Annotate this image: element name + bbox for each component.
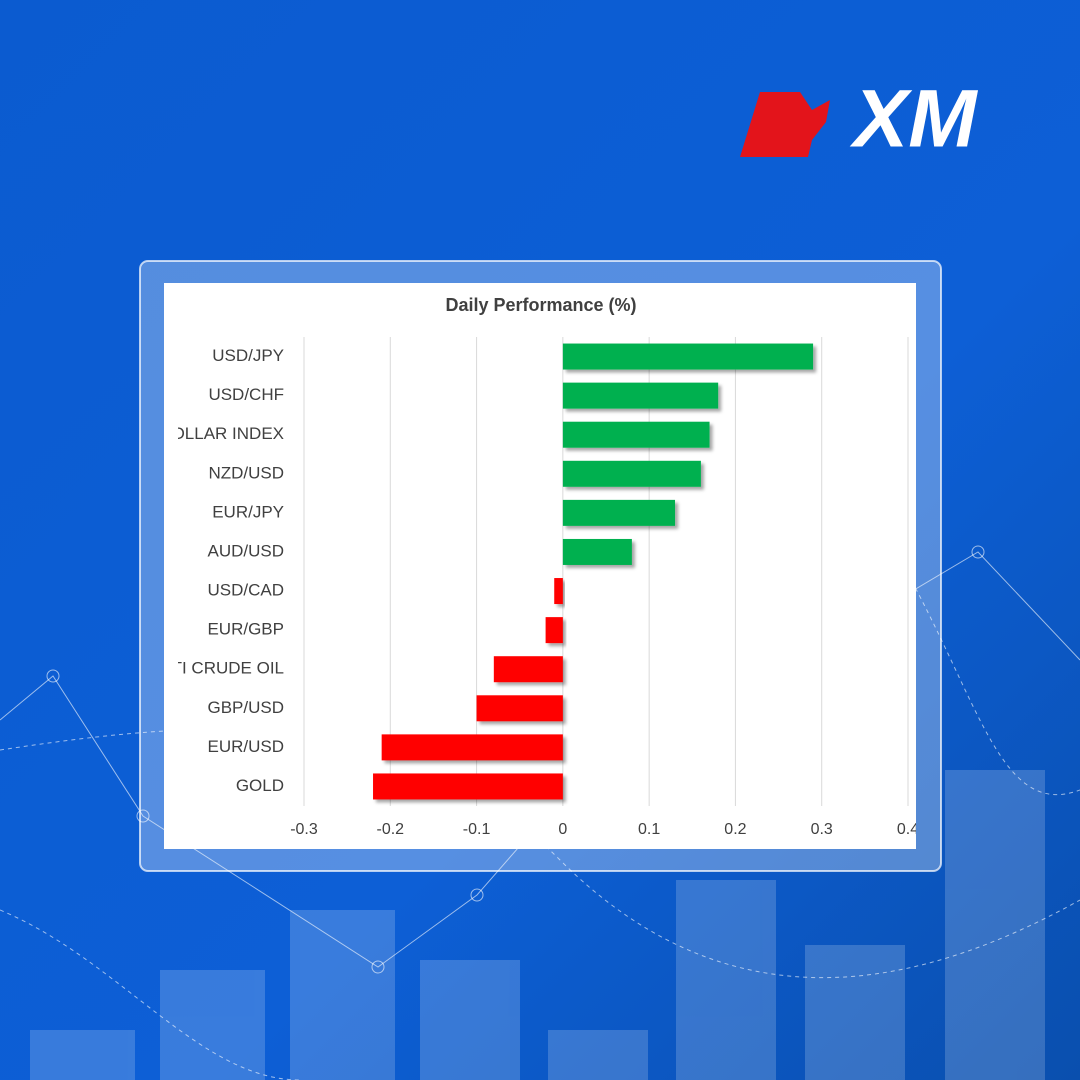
bar: [562, 421, 710, 448]
x-tick-label: 0: [558, 821, 567, 838]
y-tick-label: EUR/JPY: [212, 502, 284, 521]
decor-bars: [30, 770, 1045, 1080]
logo-text: XM: [850, 74, 979, 165]
y-tick-label: USD/JPY: [212, 346, 284, 365]
y-tick-label: GOLD: [236, 776, 284, 795]
bar: [381, 734, 563, 761]
x-tick-label: 0.2: [724, 821, 746, 838]
x-tick-label: 0.4: [897, 821, 919, 838]
x-tick-label: -0.2: [376, 821, 404, 838]
x-tick-label: 0.3: [811, 821, 833, 838]
bar: [562, 499, 676, 526]
y-tick-label: AUD/USD: [207, 541, 284, 560]
bar: [554, 578, 563, 605]
y-tick-label: EUR/GBP: [207, 620, 284, 639]
y-tick-label: USD/CAD: [207, 581, 284, 600]
logo: XM: [740, 74, 978, 165]
bar: [373, 773, 563, 800]
y-tick-label: DOLLAR INDEX: [159, 424, 284, 443]
x-tick-label: -0.3: [290, 821, 318, 838]
y-tick-label: NZD/USD: [208, 463, 284, 482]
x-tick-label: -0.1: [463, 821, 491, 838]
y-tick-label: GBP/USD: [207, 698, 284, 717]
chart-title: Daily Performance (%): [445, 295, 636, 315]
bar: [476, 695, 563, 722]
bar: [545, 617, 563, 644]
plot: -0.3 -0.2 -0.1 0 0.1 0.2 0.3 0.4 USD/JPY USD/CHF D…: [156, 337, 919, 838]
bar: [562, 382, 719, 409]
y-tick-label: WTI CRUDE OIL: [156, 659, 284, 678]
bar: [562, 538, 632, 565]
y-tick-label: EUR/USD: [207, 737, 284, 756]
bar: [562, 460, 701, 487]
bar: [562, 343, 814, 370]
x-tick-label: 0.1: [638, 821, 660, 838]
bar: [493, 656, 563, 683]
y-tick-label: USD/CHF: [208, 385, 284, 404]
logo-icon: [740, 92, 830, 157]
